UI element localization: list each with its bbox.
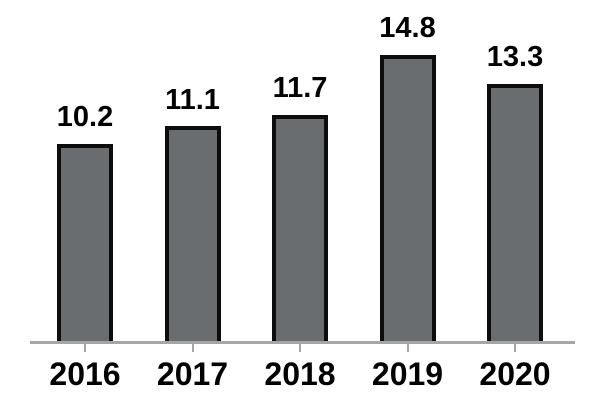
bar-value-label: 14.8 <box>379 11 436 44</box>
x-axis-tick-label: 2017 <box>156 356 229 392</box>
x-axis-tick <box>84 343 86 352</box>
bar-2020 <box>487 83 543 343</box>
bar-2019 <box>379 54 436 343</box>
x-axis-tick <box>191 343 194 352</box>
x-axis-tick-label: 2018 <box>264 356 336 392</box>
bar-2018 <box>272 114 328 343</box>
x-axis-line <box>30 341 575 344</box>
bar-value-label: 11.1 <box>165 83 220 116</box>
x-axis-tick-label: 2019 <box>371 356 444 392</box>
bar-value-label: 10.2 <box>56 101 114 134</box>
x-axis-tick <box>406 343 409 352</box>
bar-value-label: 11.7 <box>272 71 328 104</box>
x-axis-tick-label: 2020 <box>479 356 551 392</box>
x-axis-tick-label: 2016 <box>49 356 121 392</box>
x-axis-tick <box>299 343 301 352</box>
bar-2017 <box>164 126 221 343</box>
bar-value-label: 13.3 <box>486 40 544 73</box>
x-axis-tick <box>514 343 516 352</box>
bar-2016 <box>57 143 113 343</box>
